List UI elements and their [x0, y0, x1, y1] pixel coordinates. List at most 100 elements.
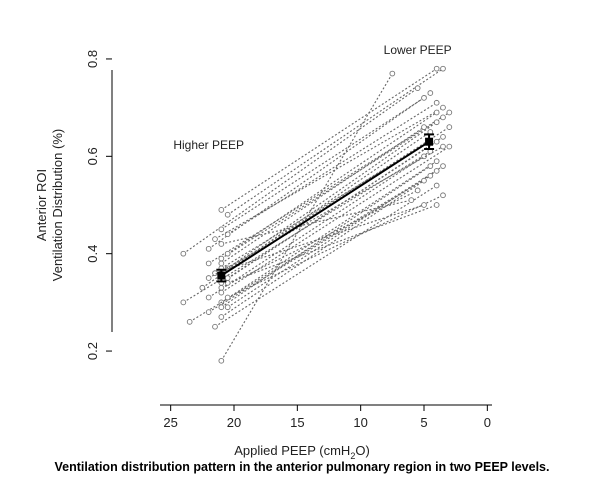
- subject-line: [227, 204, 437, 284]
- ticks: 25 20 15 10 5 0 0.2 0.4 0.6 0.8: [85, 50, 491, 430]
- subject-line: [189, 170, 437, 323]
- subject-point-higher-peep: [205, 275, 212, 281]
- x-tick-label: 15: [290, 415, 304, 430]
- subject-point-higher-peep: [224, 280, 231, 286]
- subject-point-lower-peep: [433, 182, 440, 189]
- y-tick-label: 0.4: [85, 245, 100, 263]
- subject-point-lower-peep: [433, 99, 440, 106]
- subject-point-higher-peep: [224, 294, 231, 301]
- subject-line: [221, 97, 425, 230]
- subject-point-higher-peep: [224, 250, 231, 257]
- subject-point-lower-peep: [433, 202, 440, 208]
- subject-line: [208, 146, 444, 279]
- subject-point-higher-peep: [205, 294, 212, 301]
- subject-point-lower-peep: [433, 65, 440, 72]
- chart-figure: 25 20 15 10 5 0 0.2 0.4 0.6 0.8 Higher PEEP Lower …: [34, 43, 492, 460]
- subject-point-lower-peep: [414, 85, 421, 92]
- subject-point-lower-peep: [414, 187, 421, 194]
- subject-point-higher-peep: [218, 357, 225, 364]
- subject-line: [227, 102, 437, 235]
- y-tick-label: 0.2: [85, 342, 100, 360]
- subject-point-lower-peep: [446, 124, 453, 130]
- subject-line: [227, 68, 444, 216]
- subject-point-higher-peep: [218, 207, 225, 213]
- subject-point-higher-peep: [212, 323, 218, 330]
- x-tick-label: 0: [484, 415, 491, 430]
- subject-line: [208, 155, 425, 298]
- subject-point-lower-peep: [389, 70, 396, 77]
- subject-point-higher-peep: [180, 299, 187, 306]
- subject-point-higher-peep: [205, 260, 212, 267]
- y-tick-label: 0.8: [85, 50, 100, 68]
- subject-point-lower-peep: [440, 192, 446, 199]
- x-tick-label: 10: [353, 415, 367, 430]
- subject-point-lower-peep: [433, 138, 440, 145]
- subject-point-lower-peep: [440, 114, 446, 121]
- subject-point-higher-peep: [218, 304, 225, 311]
- subject-point-lower-peep: [433, 158, 440, 165]
- subject-point-lower-peep: [433, 119, 440, 126]
- subject-point-higher-peep: [218, 241, 225, 247]
- subject-point-higher-peep: [199, 284, 206, 291]
- subject-line: [227, 141, 437, 279]
- subject-point-higher-peep: [180, 250, 187, 257]
- subject-point-lower-peep: [440, 133, 446, 140]
- subject-line: [221, 141, 431, 269]
- subject-line: [221, 180, 425, 318]
- subject-point-higher-peep: [218, 314, 225, 320]
- subject-point-lower-peep: [440, 143, 446, 150]
- mean-line: [216, 133, 435, 283]
- subject-point-lower-peep: [446, 109, 453, 116]
- subject-line: [214, 204, 425, 274]
- mean-connecting-line: [220, 140, 430, 277]
- subject-line: [227, 194, 444, 298]
- subject-point-higher-peep: [212, 236, 218, 242]
- subject-point-lower-peep: [421, 177, 427, 184]
- subject-point-higher-peep: [224, 304, 231, 311]
- y-axis-label-line1: Anterior ROI: [34, 169, 49, 241]
- subject-point-lower-peep: [408, 197, 415, 203]
- subject-point-lower-peep: [440, 65, 446, 72]
- annotation-label: Higher PEEP: [173, 138, 244, 152]
- subject-point-lower-peep: [421, 202, 427, 208]
- subject-point-lower-peep: [421, 95, 427, 101]
- subject-point-higher-peep: [224, 211, 231, 218]
- subject-line: [208, 175, 431, 313]
- subject-point-lower-peep: [440, 104, 446, 111]
- subject-line: [214, 107, 444, 240]
- subject-point-lower-peep: [427, 90, 434, 96]
- y-axis-label-line2: Ventilation Distribution (%): [50, 129, 65, 281]
- subject-point-lower-peep: [440, 163, 446, 169]
- subject-line: [221, 126, 425, 264]
- x-tick-label: 25: [163, 415, 177, 430]
- subject-point-lower-peep: [421, 124, 427, 130]
- subject-point-lower-peep: [427, 163, 434, 169]
- x-axis-label: Applied PEEP (cmH2O): [234, 443, 370, 460]
- subject-point-higher-peep: [218, 284, 225, 291]
- subject-point-higher-peep: [205, 245, 212, 252]
- subject-point-higher-peep: [218, 260, 225, 267]
- x-tick-label: 5: [420, 415, 427, 430]
- subject-point-lower-peep: [446, 143, 453, 150]
- mean-point: [217, 271, 226, 280]
- subject-point-lower-peep: [427, 172, 434, 179]
- subject-line: [220, 73, 393, 362]
- subject-point-higher-peep: [218, 255, 225, 262]
- y-tick-label: 0.6: [85, 147, 100, 165]
- subject-point-lower-peep: [433, 168, 440, 174]
- axes: [111, 70, 492, 406]
- subject-point-higher-peep: [218, 226, 225, 233]
- subject-line: [227, 121, 437, 269]
- subject-line: [227, 165, 444, 308]
- annotation-label: Lower PEEP: [384, 43, 452, 57]
- subject-line: [221, 199, 412, 245]
- subject-line: [202, 131, 431, 289]
- subject-line: [221, 68, 437, 211]
- figure-caption: Ventilation distribution pattern in the …: [54, 460, 550, 474]
- y-axis-label: Anterior ROI Ventilation Distribution (%…: [34, 129, 65, 281]
- x-tick-label: 20: [227, 415, 241, 430]
- mean-point: [425, 137, 434, 146]
- subject-line: [221, 160, 437, 303]
- subject-point-lower-peep: [433, 109, 440, 116]
- subject-line: [221, 146, 450, 294]
